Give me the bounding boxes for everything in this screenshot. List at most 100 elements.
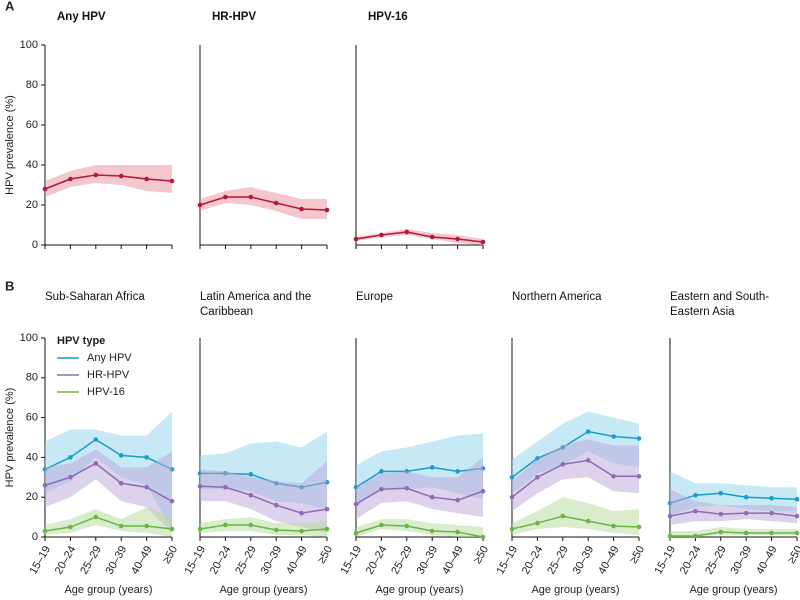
data-point [455,469,460,474]
y-tick-label: 40 [26,159,38,171]
series-line [199,196,328,211]
data-point [248,194,254,200]
data-point [273,502,279,508]
data-point [42,186,48,192]
data-point [68,524,73,530]
data-point [794,530,800,536]
data-point [455,236,460,242]
data-point [429,234,435,240]
y-tick-label: 60 [26,119,38,131]
x-tick-label: ≥50 [786,544,800,566]
x-tick-label: 40–49 [754,544,780,576]
x-tick-label: 15–19 [494,544,520,576]
series-line [355,231,484,243]
data-point [353,236,359,242]
series-line [355,524,484,538]
x-tick-label: 15–19 [27,544,53,576]
data-point [636,436,642,441]
data-point [248,492,254,498]
data-point [455,497,460,503]
x-tick-label: 25–29 [545,544,571,576]
data-point [273,200,279,206]
data-point [480,534,486,540]
data-point [560,462,566,467]
x-tick-label: 15–19 [182,544,208,576]
data-point [404,523,410,529]
data-point [379,469,384,474]
x-tick-label: ≥50 [472,544,492,566]
confidence-band [45,165,172,197]
data-point [769,510,774,516]
panel-title: Any HPV [57,11,106,23]
data-point [93,172,99,178]
data-point [118,453,124,458]
confidence-band [200,187,327,219]
series-line [44,462,173,502]
x-tick-label: 25–29 [233,544,259,576]
y-tick-label: 100 [20,332,38,344]
data-point [42,482,48,488]
data-point [93,461,99,466]
legend-title: HPV type [57,335,105,347]
panel-label: A [5,0,15,13]
data-point [68,176,73,182]
panel-title: Latin America and the Caribbean [200,291,312,318]
data-point [324,526,330,532]
legend-label: Any HPV [87,352,132,364]
x-tick-label: 30–39 [104,544,130,576]
x-tick-label: 15–19 [338,544,364,576]
y-axis-label: HPV prevalence (%) [4,95,16,195]
data-point [324,506,330,512]
confidence-band [512,497,639,536]
x-tick-label: 25–29 [389,544,415,576]
panel-title: Europe [356,291,394,303]
series-line [511,459,639,498]
data-point [379,522,384,528]
y-tick-label: 0 [32,239,38,251]
data-point [299,528,304,534]
confidence-band [670,489,797,526]
data-point [794,496,800,502]
data-point [299,510,304,516]
x-tick-label: 30–39 [415,544,441,576]
data-point [197,526,203,532]
legend-label: HR-HPV [87,369,130,381]
data-point [273,527,279,533]
data-point [535,520,540,526]
x-tick-label: 20–24 [364,544,390,576]
data-point [68,455,73,460]
series-line [44,174,173,190]
panel-title: HR-HPV [212,11,257,23]
data-point [636,474,642,479]
y-tick-label: 80 [26,79,38,91]
data-point [693,492,698,498]
data-point [769,495,774,501]
panel-title: HPV-16 [368,11,408,23]
x-tick-label: 40–49 [596,544,622,576]
x-tick-label: 40–49 [284,544,310,576]
data-point [429,465,435,470]
data-point [68,475,73,480]
x-axis-label: Age group (years) [689,584,777,596]
data-point [585,429,591,434]
data-point [509,526,515,532]
data-point [118,173,124,179]
data-point [169,498,175,504]
series-line [199,524,328,532]
data-point [718,490,724,496]
confidence-band [45,449,172,534]
data-point [718,511,724,517]
y-tick-label: 80 [26,372,38,384]
panel-title: Sub-Saharan Africa [45,291,145,303]
x-tick-label: 40–49 [129,544,155,576]
data-point [93,437,99,442]
x-tick-label: 40–49 [440,544,466,576]
data-point [693,508,698,514]
data-point [429,494,435,500]
x-tick-label: 30–39 [571,544,597,576]
x-tick-label: 15–19 [652,544,678,576]
x-tick-label: 20–24 [53,544,79,576]
data-point [404,229,410,235]
y-tick-label: 20 [26,491,38,503]
